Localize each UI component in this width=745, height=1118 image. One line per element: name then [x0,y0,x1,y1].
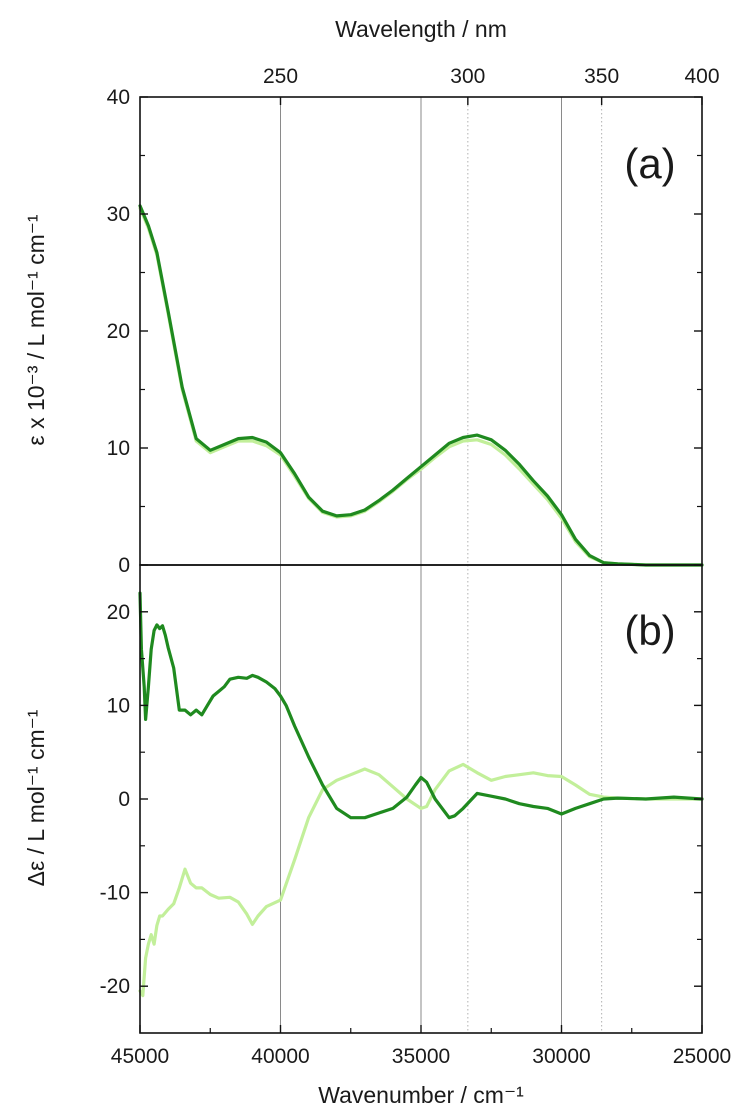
panel-b-label: (b) [624,607,675,654]
panel-b-y-tick-label: -20 [100,975,130,998]
panel-a-plot [138,204,704,567]
panel-b-y-axis-title: Δε / L mol⁻¹ cm⁻¹ [23,709,49,886]
panel-a-y-tick-label: 20 [107,320,130,343]
top-axis-title: Wavelength / nm [335,16,507,42]
panel-b-y-tick-label: 0 [118,788,130,811]
panel-b-y-tick-label: 10 [107,694,130,717]
panel-a-y-tick-label: 10 [107,437,130,460]
panel-b-y-tick-label: 20 [107,601,130,624]
bottom-x-tick-label: 40000 [251,1045,309,1068]
panel-b-y-tick-label: -10 [100,882,130,905]
bottom-x-tick-label: 45000 [111,1045,169,1068]
top-x-tick-label: 300 [450,65,485,88]
panel-a-y-tick-label: 40 [107,86,130,109]
panel-a-series-line-2 [138,204,704,567]
bottom-x-tick-label: 35000 [392,1045,450,1068]
panel-b-plot [138,591,704,998]
panel-a-y-axis-title: ε x 10⁻³ / L mol⁻¹ cm⁻¹ [23,214,49,445]
bottom-x-tick-label: 25000 [673,1045,731,1068]
axes-frame: 0 10 20 30 40 -20 -10 0 10 20 45000 40000 35000 30000… [100,65,732,1068]
panel-a-y-tick-label: 0 [118,554,130,577]
top-x-tick-label: 250 [263,65,298,88]
bottom-axis-title: Wavenumber / cm⁻¹ [318,1082,524,1108]
panel-a-y-tick-label: 30 [107,203,130,226]
top-x-tick-label: 350 [584,65,619,88]
top-x-tick-label: 400 [684,65,719,88]
bottom-x-tick-label: 30000 [532,1045,590,1068]
panel-b-series-line-2 [138,591,704,820]
panel-b-series-line-1 [138,762,704,998]
panel-a-label: (a) [624,140,675,187]
